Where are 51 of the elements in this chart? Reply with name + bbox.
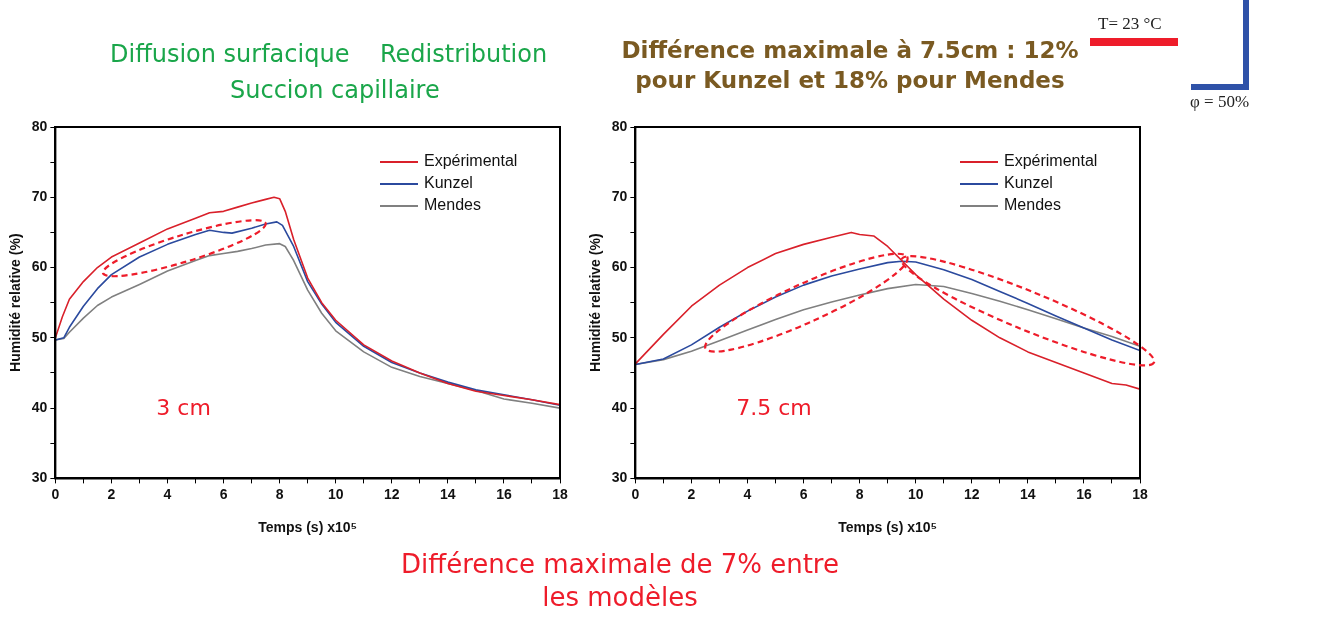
x-tick-label: 18 [552, 485, 568, 502]
x-tick-label: 10 [327, 485, 344, 502]
x-tick-label: 0 [631, 485, 640, 502]
x-tick-label: 10 [907, 485, 924, 502]
x-tick-label: 8 [275, 485, 284, 502]
x-tick-label: 12 [384, 485, 400, 502]
legend-label: Kunzel [1004, 174, 1053, 192]
x-tick-label: 8 [855, 485, 864, 502]
y-tick-label: 80 [611, 117, 628, 134]
y-tick-label: 60 [611, 258, 628, 275]
x-tick-label: 16 [1076, 485, 1092, 502]
x-axis-title: Temps (s) x10⁵ [838, 519, 938, 536]
x-tick-label: 4 [743, 485, 752, 502]
y-tick-label: 30 [611, 469, 628, 486]
legend-label: Kunzel [424, 174, 473, 192]
legend-label: Mendes [424, 196, 481, 214]
x-tick-label: 2 [107, 485, 116, 502]
y-tick-label: 80 [31, 117, 48, 134]
text: T= 23 °C [1098, 14, 1162, 34]
text: φ = 50% [1190, 92, 1250, 112]
y-tick-label: 40 [31, 398, 48, 415]
x-tick-label: 14 [1020, 485, 1036, 502]
annotation: 7.5 cm [736, 395, 812, 421]
text: Différence maximale à 7.5cm : 12% pour Kunzel et 18% pour Mendes [620, 36, 1080, 95]
text: Diffusion surfacique [110, 40, 350, 68]
y-axis-title: Humidité relative (%) [7, 233, 24, 372]
legend-label: Expérimental [424, 152, 518, 170]
x-tick-label: 14 [440, 485, 456, 502]
x-tick-label: 4 [163, 485, 172, 502]
text: Différence maximale de 7% entre les modèles [400, 548, 840, 613]
y-tick-label: 70 [31, 188, 48, 205]
x-tick-label: 0 [51, 485, 60, 502]
legend-label: Mendes [1004, 196, 1061, 214]
x-tick-label: 18 [1132, 485, 1148, 502]
x-tick-label: 2 [687, 485, 696, 502]
text: Succion capillaire [230, 76, 440, 104]
y-tick-label: 60 [31, 258, 48, 275]
y-axis-title: Humidité relative (%) [587, 233, 604, 372]
y-tick-label: 40 [611, 398, 628, 415]
annotation: 3 cm [156, 395, 211, 421]
y-tick-label: 30 [31, 469, 48, 486]
text: Redistribution [380, 40, 548, 68]
x-tick-label: 12 [964, 485, 980, 502]
x-tick-label: 16 [496, 485, 512, 502]
x-tick-label: 6 [219, 485, 228, 502]
x-tick-label: 6 [799, 485, 808, 502]
y-tick-label: 50 [611, 328, 628, 345]
x-axis-title: Temps (s) x10⁵ [258, 519, 358, 536]
legend-label: Expérimental [1004, 152, 1098, 170]
y-tick-label: 50 [31, 328, 48, 345]
y-tick-label: 70 [611, 188, 628, 205]
